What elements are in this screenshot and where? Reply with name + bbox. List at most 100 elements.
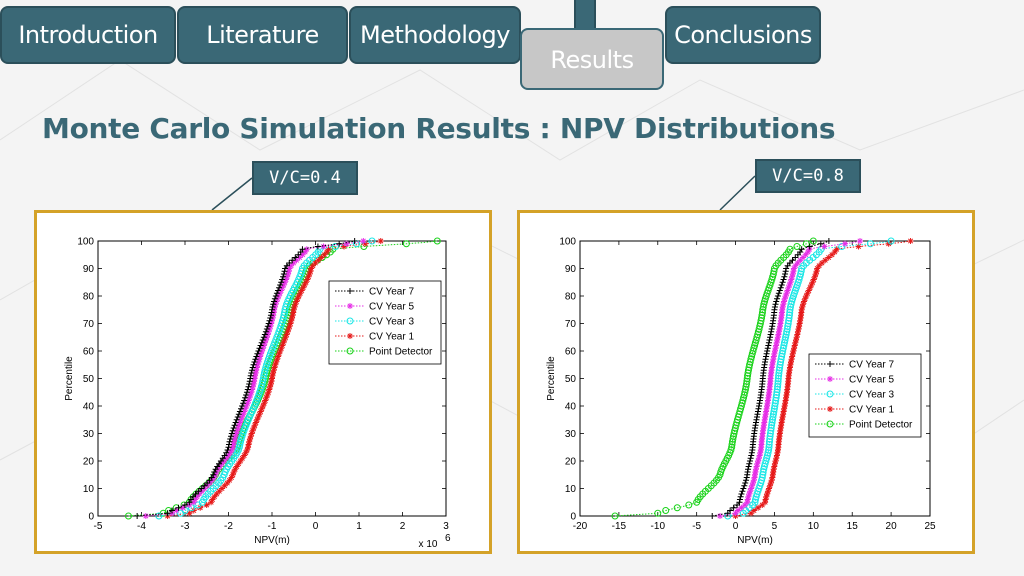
tab-conclusions[interactable]: Conclusions xyxy=(665,6,821,64)
data-point xyxy=(763,493,770,500)
data-point xyxy=(256,356,263,363)
data-point xyxy=(762,356,769,363)
data-point xyxy=(816,262,823,269)
data-point xyxy=(266,386,273,393)
y-tick-label: 30 xyxy=(83,429,95,440)
data-point xyxy=(773,298,780,305)
data-point xyxy=(855,243,862,250)
data-point xyxy=(807,284,814,291)
x-tick-label: 1 xyxy=(356,521,362,532)
tab-introduction[interactable]: Introduction xyxy=(0,6,176,64)
data-point xyxy=(765,339,772,346)
data-point xyxy=(267,315,274,321)
x-tick-label: -15 xyxy=(612,521,627,532)
data-point xyxy=(241,452,248,459)
x-tick-label: -10 xyxy=(651,521,666,532)
chart-legend: CV Year 7 CV Year 5 CV Year 3 CV Year 1 Poin… xyxy=(328,280,442,365)
tab-literature[interactable]: Literature xyxy=(177,6,348,64)
data-point xyxy=(218,485,225,492)
data-point xyxy=(239,455,246,462)
series-cv-year-7 xyxy=(134,238,358,519)
data-point xyxy=(750,477,757,484)
data-point xyxy=(261,339,268,346)
data-point xyxy=(227,436,234,442)
data-point xyxy=(286,260,293,266)
data-point xyxy=(243,392,250,398)
data-point xyxy=(767,331,774,338)
data-point xyxy=(248,367,255,374)
data-point xyxy=(285,326,292,332)
data-point xyxy=(842,240,849,247)
data-point xyxy=(249,364,256,371)
data-point xyxy=(788,276,795,283)
data-point xyxy=(279,276,286,283)
legend-label: CV Year 7 xyxy=(849,360,894,371)
data-point xyxy=(743,477,750,484)
data-point xyxy=(787,361,794,368)
data-point xyxy=(808,282,815,288)
data-point xyxy=(281,268,288,275)
data-point xyxy=(746,491,753,497)
data-point xyxy=(299,251,306,258)
data-point xyxy=(776,326,783,332)
data-point xyxy=(762,359,769,365)
data-point xyxy=(265,320,272,327)
tab-results[interactable]: Results xyxy=(520,28,664,90)
data-point xyxy=(252,356,259,363)
data-point xyxy=(290,306,297,313)
data-point xyxy=(771,460,778,467)
legend-label: CV Year 3 xyxy=(849,390,894,401)
data-point xyxy=(745,466,752,473)
data-point xyxy=(764,348,771,354)
data-point xyxy=(246,436,253,442)
data-point xyxy=(278,287,285,294)
data-point xyxy=(822,257,829,264)
data-point xyxy=(262,397,269,404)
data-point xyxy=(242,405,249,412)
data-point xyxy=(749,482,756,489)
data-point xyxy=(227,449,234,456)
data-point xyxy=(739,488,746,495)
data-point xyxy=(276,284,283,291)
data-point xyxy=(257,353,264,360)
data-point xyxy=(755,504,762,511)
data-point xyxy=(753,414,760,420)
data-point xyxy=(242,394,249,401)
data-point xyxy=(216,488,223,495)
data-point xyxy=(341,243,348,250)
data-point xyxy=(175,504,182,511)
data-point xyxy=(806,243,813,250)
data-point xyxy=(267,383,274,390)
data-point xyxy=(264,323,271,330)
y-tick-label: 20 xyxy=(83,457,95,468)
data-point xyxy=(228,430,235,437)
data-point xyxy=(267,381,274,387)
data-point xyxy=(234,427,241,434)
data-point xyxy=(792,262,799,269)
data-point xyxy=(186,510,193,517)
data-point xyxy=(289,257,296,264)
data-point xyxy=(773,455,780,462)
data-point xyxy=(250,361,257,368)
data-point xyxy=(805,287,812,294)
chart-vc-08: 0 10 20 30 40 50 60 70 80 90 100 -20 -15 -10 -5 0 5 10 15 2… xyxy=(546,237,936,547)
data-point xyxy=(258,339,265,346)
data-point xyxy=(803,293,810,299)
data-point xyxy=(789,273,796,280)
data-point xyxy=(208,499,215,506)
data-point xyxy=(238,405,245,412)
data-point xyxy=(742,480,749,486)
data-point xyxy=(241,408,248,415)
tab-methodology[interactable]: Methodology xyxy=(349,6,521,64)
data-point xyxy=(774,334,781,341)
data-point xyxy=(248,389,255,396)
data-point xyxy=(288,262,295,269)
data-point xyxy=(755,458,762,464)
data-point xyxy=(253,353,260,360)
callout-vc-04: V/C=0.4 xyxy=(252,161,358,195)
data-point xyxy=(343,240,350,247)
series-cv-year-3 xyxy=(724,237,895,520)
data-point xyxy=(825,254,832,261)
x-tick-label: -3 xyxy=(181,521,190,532)
data-point xyxy=(201,482,208,489)
